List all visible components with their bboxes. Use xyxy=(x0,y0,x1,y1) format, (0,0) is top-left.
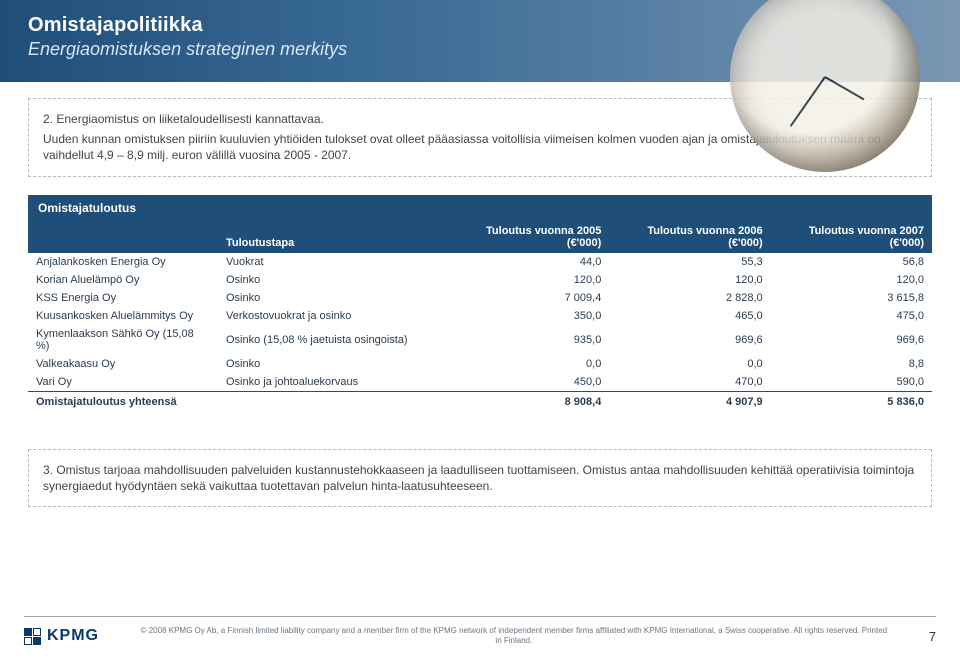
footer-rule xyxy=(24,616,936,617)
table-row: Korian Aluelämpö OyOsinko120,0120,0120,0 xyxy=(28,271,932,289)
cell-method: Verkostovuokrat ja osinko xyxy=(218,307,448,325)
cell-2007: 969,6 xyxy=(771,325,932,355)
cell-2005: 120,0 xyxy=(448,271,609,289)
th-2006-a: Tuloutus vuonna 2006 xyxy=(617,225,762,237)
footer-copyright: © 2008 KPMG Oy Ab, a Finnish limited lia… xyxy=(99,626,929,645)
slide-header: Omistajapolitiikka Energiaomistuksen str… xyxy=(0,0,960,82)
page-number: 7 xyxy=(929,629,936,644)
cell-company: Valkeakaasu Oy xyxy=(28,355,218,373)
cell-2007: 120,0 xyxy=(771,271,932,289)
cell-2005: 0,0 xyxy=(448,355,609,373)
cell-company: Kuusankosken Aluelämmitys Oy xyxy=(28,307,218,325)
th-empty xyxy=(28,221,218,253)
kpmg-logo-icon xyxy=(24,628,41,645)
cell-2006: 969,6 xyxy=(609,325,770,355)
th-2006: Tuloutus vuonna 2006 (€'000) xyxy=(609,221,770,253)
table-row: Kuusankosken Aluelämmitys OyVerkostovuok… xyxy=(28,307,932,325)
cell-company: Anjalankosken Energia Oy xyxy=(28,253,218,271)
cell-2006: 55,3 xyxy=(609,253,770,271)
cell-2006: 2 828,0 xyxy=(609,289,770,307)
cell-2005: 7 009,4 xyxy=(448,289,609,307)
cell-method: Osinko (15,08 % jaetuista osingoista) xyxy=(218,325,448,355)
owner-distribution-table: Tuloutustapa Tuloutus vuonna 2005 (€'000… xyxy=(28,221,932,411)
note-3-box: 3. Omistus tarjoaa mahdollisuuden palvel… xyxy=(28,449,932,507)
th-method-label: Tuloutustapa xyxy=(226,237,294,249)
table-caption: Omistajatuloutus xyxy=(28,195,932,221)
th-2005-b: (€'000) xyxy=(567,237,601,249)
cell-2005: 44,0 xyxy=(448,253,609,271)
cell-company: Vari Oy xyxy=(28,373,218,392)
cell-method: Osinko xyxy=(218,355,448,373)
cell-2007: 590,0 xyxy=(771,373,932,392)
cell-method: Osinko xyxy=(218,289,448,307)
table-total-row: Omistajatuloutus yhteensä 8 908,4 4 907,… xyxy=(28,391,932,411)
cell-2005: 935,0 xyxy=(448,325,609,355)
cell-company: Kymenlaakson Sähkö Oy (15,08 %) xyxy=(28,325,218,355)
th-2005: Tuloutus vuonna 2005 (€'000) xyxy=(448,221,609,253)
owner-distribution-table-wrap: Omistajatuloutus Tuloutustapa Tuloutus v… xyxy=(28,195,932,411)
note-3-text: 3. Omistus tarjoaa mahdollisuuden palvel… xyxy=(43,462,917,494)
th-method: Tuloutustapa xyxy=(218,221,448,253)
slide-footer: KPMG © 2008 KPMG Oy Ab, a Finnish limite… xyxy=(0,616,960,656)
slide-page: Omistajapolitiikka Energiaomistuksen str… xyxy=(0,0,960,664)
cell-company: Korian Aluelämpö Oy xyxy=(28,271,218,289)
cell-2006: 120,0 xyxy=(609,271,770,289)
cell-2006: 0,0 xyxy=(609,355,770,373)
total-2007: 5 836,0 xyxy=(771,391,932,411)
th-2005-a: Tuloutus vuonna 2005 xyxy=(456,225,601,237)
cell-2005: 350,0 xyxy=(448,307,609,325)
table-row: Anjalankosken Energia OyVuokrat44,055,35… xyxy=(28,253,932,271)
total-2006: 4 907,9 xyxy=(609,391,770,411)
table-row: Valkeakaasu OyOsinko0,00,08,8 xyxy=(28,355,932,373)
th-2007: Tuloutus vuonna 2007 (€'000) xyxy=(771,221,932,253)
total-label: Omistajatuloutus yhteensä xyxy=(28,391,218,411)
cell-2007: 475,0 xyxy=(771,307,932,325)
cell-2006: 465,0 xyxy=(609,307,770,325)
table-row: KSS Energia OyOsinko7 009,42 828,03 615,… xyxy=(28,289,932,307)
cell-company: KSS Energia Oy xyxy=(28,289,218,307)
cell-2007: 8,8 xyxy=(771,355,932,373)
th-2007-a: Tuloutus vuonna 2007 xyxy=(779,225,924,237)
table-row: Vari OyOsinko ja johtoaluekorvaus450,047… xyxy=(28,373,932,392)
cell-2007: 56,8 xyxy=(771,253,932,271)
cell-method: Osinko xyxy=(218,271,448,289)
total-2005: 8 908,4 xyxy=(448,391,609,411)
cell-2007: 3 615,8 xyxy=(771,289,932,307)
cell-2006: 470,0 xyxy=(609,373,770,392)
total-blank xyxy=(218,391,448,411)
cell-2005: 450,0 xyxy=(448,373,609,392)
th-2007-b: (€'000) xyxy=(890,237,924,249)
cell-method: Osinko ja johtoaluekorvaus xyxy=(218,373,448,392)
cell-method: Vuokrat xyxy=(218,253,448,271)
table-row: Kymenlaakson Sähkö Oy (15,08 %)Osinko (1… xyxy=(28,325,932,355)
kpmg-logo-text: KPMG xyxy=(47,627,99,645)
th-2006-b: (€'000) xyxy=(728,237,762,249)
kpmg-logo: KPMG xyxy=(24,627,99,645)
